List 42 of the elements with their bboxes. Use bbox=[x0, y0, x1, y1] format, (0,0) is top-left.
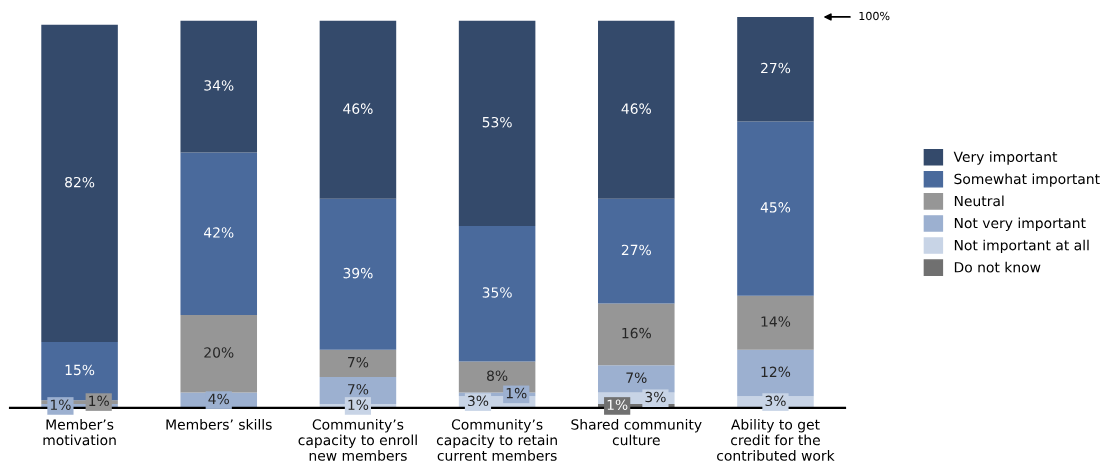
legend-label: Not very important bbox=[954, 217, 1086, 231]
data-label: 12% bbox=[761, 366, 791, 378]
data-label: 27% bbox=[621, 244, 651, 256]
data-label: 3% bbox=[645, 391, 666, 403]
data-label: 39% bbox=[343, 267, 373, 279]
data-label: 53% bbox=[482, 116, 512, 128]
data-label: 35% bbox=[482, 287, 512, 298]
data-label: 46% bbox=[343, 103, 373, 114]
data-label: 46% bbox=[621, 103, 651, 114]
legend-label: Neutral bbox=[954, 195, 1004, 207]
x-tick-label: Ability to get credit for the contributed work bbox=[717, 419, 835, 461]
text: 100% bbox=[859, 11, 890, 21]
data-label: 7% bbox=[626, 372, 647, 383]
data-label: 16% bbox=[622, 327, 651, 339]
legend-label: Very important bbox=[953, 151, 1058, 165]
data-label: 7% bbox=[348, 356, 369, 368]
legend-label: Do not know bbox=[954, 261, 1041, 273]
data-label: 14% bbox=[761, 316, 791, 327]
x-tick-label: Members’ skills bbox=[166, 419, 272, 430]
data-label: 27% bbox=[761, 62, 791, 74]
data-label: 4% bbox=[208, 393, 229, 405]
x-tick-label: Community’s capacity to enroll new members bbox=[298, 419, 417, 461]
data-label: 82% bbox=[65, 176, 95, 188]
x-tick-label: Shared community culture bbox=[571, 419, 702, 446]
data-label: 7% bbox=[348, 383, 369, 395]
data-label: 1% bbox=[89, 395, 109, 407]
x-tick-label: Community’s capacity to retain current members bbox=[436, 419, 557, 461]
x-tick-label: Member’s motivation bbox=[43, 419, 116, 446]
data-label: 3% bbox=[468, 395, 489, 407]
data-label: 1% bbox=[607, 399, 628, 410]
data-label: 45% bbox=[760, 202, 791, 213]
data-label: 1% bbox=[506, 387, 527, 399]
data-label: 20% bbox=[204, 347, 234, 358]
data-label: 1% bbox=[348, 399, 369, 410]
legend-label: Not important at all bbox=[954, 239, 1089, 254]
data-label: 34% bbox=[204, 80, 234, 91]
data-label: 42% bbox=[203, 227, 234, 238]
legend-label: Somewhat important bbox=[954, 173, 1100, 187]
data-label: 15% bbox=[65, 364, 95, 376]
data-label: 8% bbox=[487, 370, 508, 381]
data-label: 1% bbox=[50, 399, 71, 410]
data-label: 3% bbox=[765, 395, 786, 407]
